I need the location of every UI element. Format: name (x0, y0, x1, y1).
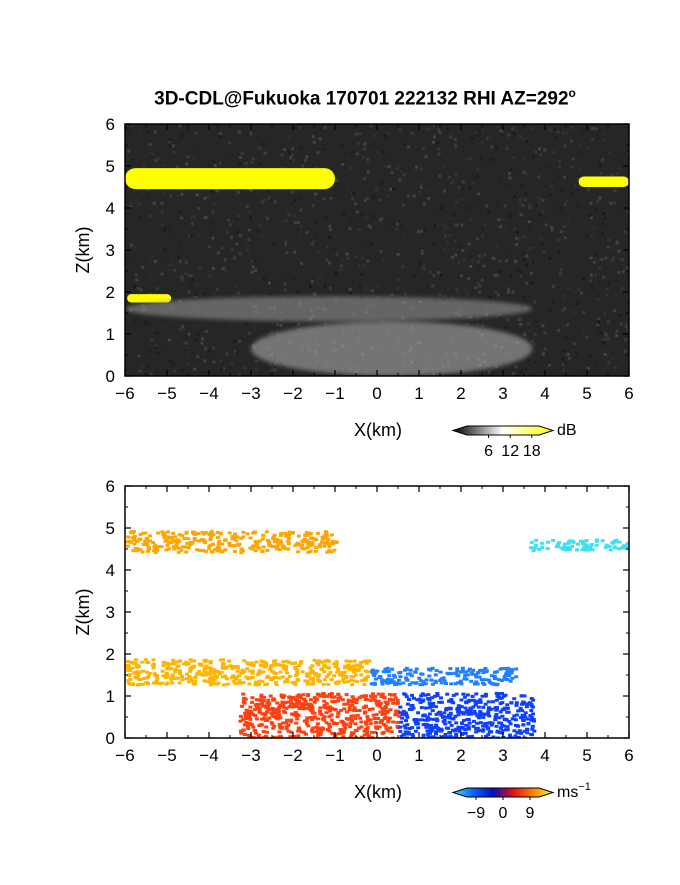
y-tick-label: 0 (106, 729, 115, 748)
x-tick-label: −6 (115, 746, 134, 765)
x-tick-label: −2 (283, 384, 302, 403)
plot-area (125, 124, 629, 376)
x-tick-label: −4 (199, 746, 218, 765)
x-tick-label: −2 (283, 746, 302, 765)
colorbar-bar (451, 425, 555, 436)
feature-cloud-patch-2 (127, 294, 172, 303)
colorbar-tick-label: 12 (501, 443, 519, 460)
x-axis: −6 −5 −4 −3 −2 −1 0 1 2 3 4 5 6 (115, 124, 634, 403)
feature-boundary-layer-4 (251, 321, 533, 376)
x-tick-label: 2 (456, 746, 465, 765)
y-tick-label: 3 (106, 603, 115, 622)
colorbar-tick-label: 0 (499, 805, 508, 822)
x-tick-label: 5 (582, 746, 591, 765)
feature-cloud-layer-0 (125, 530, 339, 555)
feature-cloud-layer-1 (529, 538, 629, 552)
figure-title: 3D-CDL@Fukuoka 170701 222132 RHI AZ=292o (154, 86, 576, 110)
y-axis: 0 1 2 3 4 5 6 (106, 477, 629, 748)
feature-aerosol-layer-3 (369, 666, 519, 687)
feature-boundary-layer-4 (238, 692, 402, 738)
x-tick-label: 3 (498, 384, 507, 403)
feature-cloud-layer-1 (578, 176, 629, 187)
y-tick-label: 2 (106, 645, 115, 664)
x-tick-label: 5 (582, 384, 591, 403)
x-tick-label: 0 (372, 746, 381, 765)
x-tick-label: −5 (157, 384, 176, 403)
x-tick-label: 0 (372, 384, 381, 403)
x-tick-label: −5 (157, 746, 176, 765)
colorbar-bar (451, 787, 555, 798)
x-tick-label: 3 (498, 746, 507, 765)
feature-aerosol-layer-2 (125, 658, 372, 687)
x-tick-label: 2 (456, 384, 465, 403)
x-axis-label: X(km) (354, 420, 402, 440)
x-tick-label: 4 (540, 384, 549, 403)
x-tick-label: 4 (540, 746, 549, 765)
x-axis-label: X(km) (354, 782, 402, 802)
y-axis-label: Z(km) (73, 227, 93, 274)
x-tick-label: −6 (115, 384, 134, 403)
feature-cloud-layer-0 (125, 168, 335, 190)
y-tick-label: 2 (106, 283, 115, 302)
y-axis-label: Z(km) (73, 589, 93, 636)
y-tick-label: 0 (106, 367, 115, 386)
x-tick-label: −3 (241, 384, 260, 403)
x-tick-label: 1 (414, 746, 423, 765)
y-tick-label: 1 (106, 325, 115, 344)
colorbar-tick-label: 9 (526, 805, 535, 822)
x-tick-label: 1 (414, 384, 423, 403)
colorbar: −9 0 9 ms−1 (451, 781, 591, 822)
x-tick-label: −3 (241, 746, 260, 765)
x-tick-label: 6 (624, 746, 633, 765)
y-tick-label: 5 (106, 157, 115, 176)
x-tick-label: −1 (325, 384, 344, 403)
x-tick-label: −1 (325, 746, 344, 765)
x-tick-label: −4 (199, 384, 218, 403)
x-tick-label: 6 (624, 384, 633, 403)
y-tick-label: 4 (106, 561, 115, 580)
y-axis: 0 1 2 3 4 5 6 (106, 115, 629, 386)
x-axis: −6 −5 −4 −3 −2 −1 0 1 2 3 4 5 6 (115, 486, 634, 765)
colorbar-tick-label: 18 (523, 443, 541, 460)
y-tick-label: 4 (106, 199, 115, 218)
y-tick-label: 3 (106, 241, 115, 260)
y-tick-label: 5 (106, 519, 115, 538)
colorbar-unit: ms−1 (557, 781, 591, 801)
colorbar-tick-label: −9 (467, 805, 485, 822)
colorbar-tick-label: 6 (484, 443, 493, 460)
y-tick-label: 6 (106, 477, 115, 496)
colorbar-unit: dB (557, 422, 577, 439)
y-tick-label: 6 (106, 115, 115, 134)
colorbar: 6 12 18 dB (451, 422, 577, 460)
velocity-panel: −6 −5 −4 −3 −2 −1 0 1 2 3 4 5 6 X(km) 0 1 2 3 4 5 6 Z(km) −9 0 9… (73, 477, 634, 822)
feature-aerosol-layer-3 (125, 296, 533, 322)
y-tick-label: 1 (106, 687, 115, 706)
